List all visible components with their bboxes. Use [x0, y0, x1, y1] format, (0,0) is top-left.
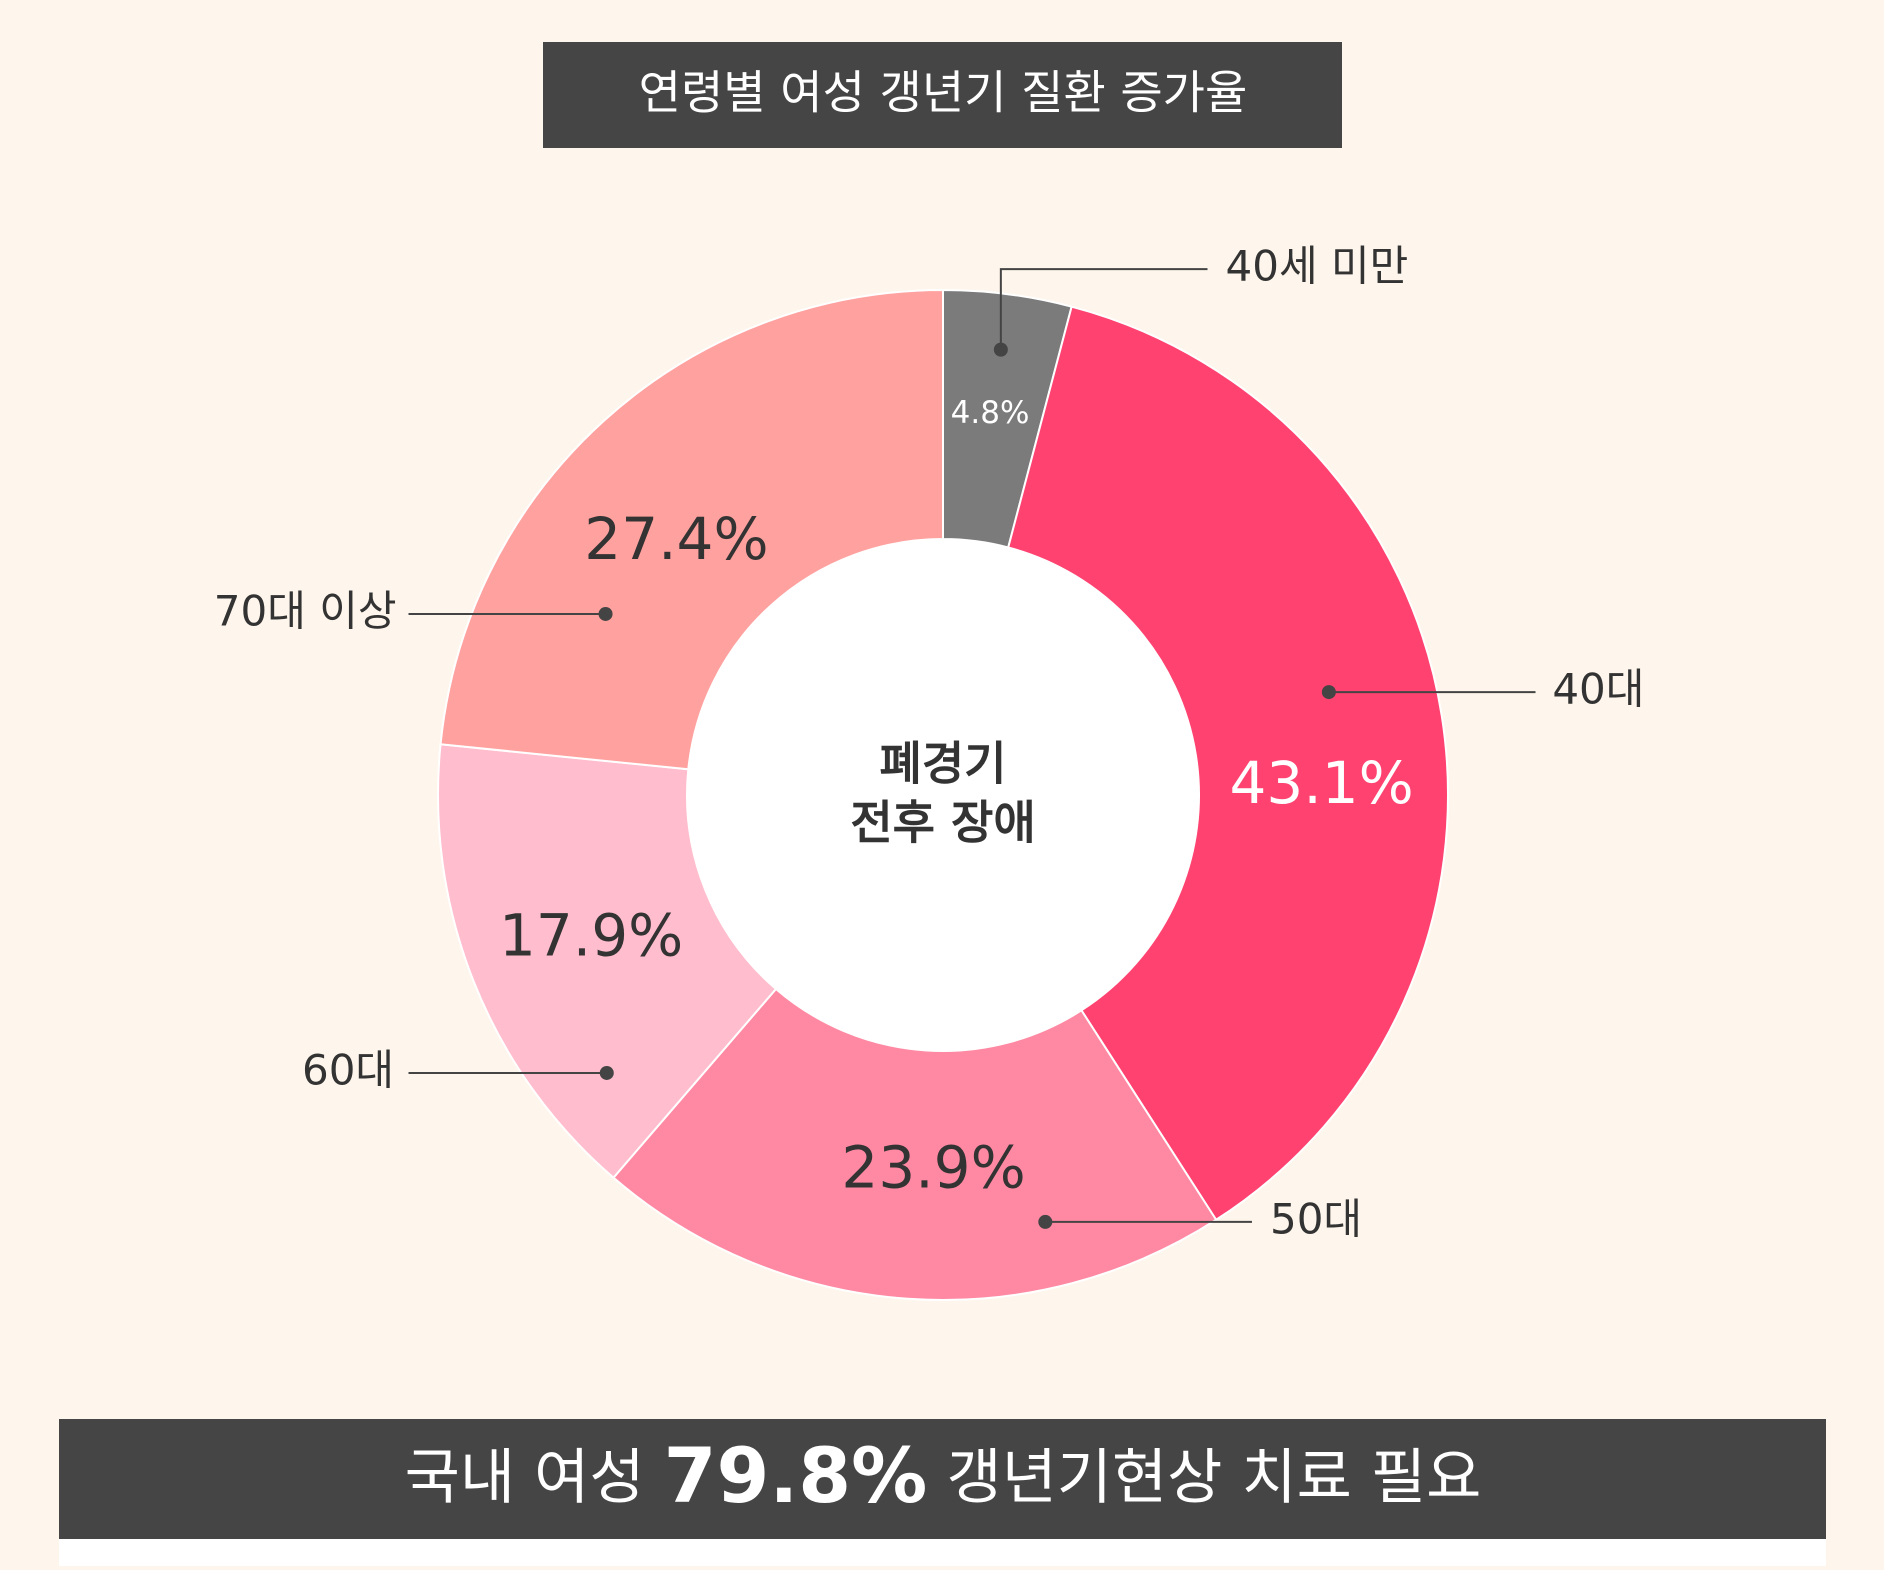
slice: [1006, 305, 1449, 1222]
value-label: 4.8%: [951, 395, 1030, 431]
leader-dot: [1321, 685, 1336, 700]
value-label: 23.9%: [841, 1134, 1025, 1202]
chart-title: 연령별 여성 갱년기 질환 증가율: [639, 66, 1248, 120]
category-label: 70대 이상: [214, 586, 397, 635]
banner-text: 국내 여성 79.8% 갱년기현상 치료 필요: [405, 1431, 1482, 1520]
banner-prefix: 국내 여성: [405, 1443, 645, 1513]
title-box: [543, 42, 1342, 148]
labels: 40세 미만 4.8% 40대 43.1% 50대 23.9% 60대 17.9% 70대 이상…: [214, 242, 1645, 1244]
category-label: 50대: [1270, 1194, 1362, 1243]
center-text: 전후 장애: [850, 796, 1035, 850]
leader-dot: [598, 606, 613, 621]
leader-dot: [993, 342, 1008, 357]
category-label: 40대: [1552, 665, 1644, 714]
donut-hole: [687, 539, 1199, 1051]
leader-dot: [599, 1065, 614, 1080]
category-label: 40세 미만: [1226, 242, 1409, 291]
banner-box: [59, 1419, 1826, 1539]
category-label: 60대: [302, 1045, 394, 1094]
value-label: 17.9%: [499, 902, 683, 970]
center-text: 폐경기: [880, 737, 1007, 791]
leader-dot: [1038, 1214, 1053, 1229]
leader-line: [999, 268, 1208, 350]
banner-strip: [59, 1539, 1826, 1566]
banner-suffix: 갱년기현상 치료 필요: [946, 1443, 1481, 1513]
value-label: 27.4%: [584, 505, 768, 573]
banner-highlight: 79.8%: [664, 1431, 928, 1520]
value-label: 43.1%: [1230, 749, 1414, 817]
